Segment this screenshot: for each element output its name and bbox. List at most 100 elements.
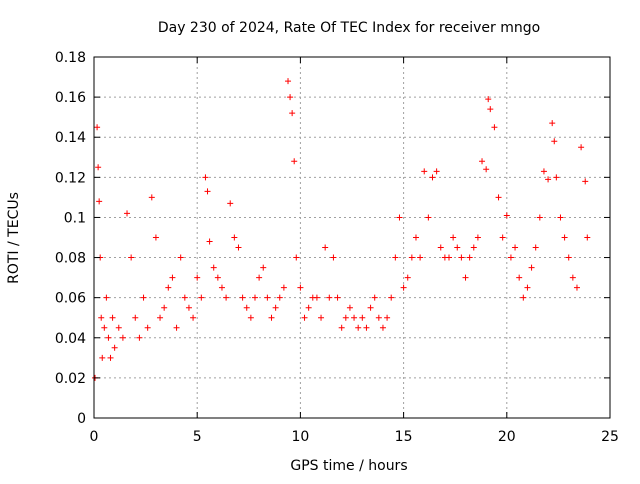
data-point (247, 314, 254, 321)
y-axis-label: ROTI / TECUs (6, 192, 22, 284)
data-point (152, 234, 159, 241)
data-point (243, 304, 250, 311)
data-point (227, 200, 234, 207)
data-point (375, 314, 382, 321)
data-point (458, 254, 465, 261)
data-point (305, 304, 312, 311)
data-point (181, 294, 188, 301)
data-point (520, 294, 527, 301)
data-point (516, 274, 523, 281)
y-tick-label: 0.12 (55, 170, 86, 186)
data-point (466, 254, 473, 261)
data-point (536, 214, 543, 221)
data-point (287, 94, 294, 101)
data-point (446, 254, 453, 261)
data-point (429, 174, 436, 181)
data-point (450, 234, 457, 241)
data-point (355, 324, 362, 331)
data-point (565, 254, 572, 261)
data-point (177, 254, 184, 261)
data-point (313, 294, 320, 301)
data-point (260, 264, 267, 271)
data-point (425, 214, 432, 221)
data-point (359, 314, 366, 321)
data-point (363, 324, 370, 331)
data-point (342, 314, 349, 321)
data-point (289, 110, 296, 117)
data-point (318, 314, 325, 321)
data-point (109, 314, 116, 321)
data-point (326, 294, 333, 301)
data-point (479, 158, 486, 165)
y-tick-label: 0.14 (55, 130, 86, 146)
y-tick-label: 0.06 (55, 291, 86, 307)
data-point (285, 78, 292, 85)
data-point (185, 304, 192, 311)
y-tick-label: 0.04 (55, 331, 86, 347)
data-point (144, 324, 151, 331)
data-point (569, 274, 576, 281)
chart-title: Day 230 of 2024, Rate Of TEC Index for r… (158, 20, 540, 36)
data-point (433, 168, 440, 175)
data-point (330, 254, 337, 261)
data-point (474, 234, 481, 241)
data-point (103, 294, 110, 301)
data-point (367, 304, 374, 311)
data-point (512, 244, 519, 251)
data-point (388, 294, 395, 301)
data-point (297, 284, 304, 291)
data-point (173, 324, 180, 331)
data-point (532, 244, 539, 251)
data-point (169, 274, 176, 281)
y-tick-label: 0.1 (64, 210, 86, 226)
data-point (280, 284, 287, 291)
data-point (210, 264, 217, 271)
data-point (157, 314, 164, 321)
data-point (239, 294, 246, 301)
data-point (264, 294, 271, 301)
data-point (124, 210, 131, 217)
data-point (551, 138, 558, 145)
data-point (105, 334, 112, 341)
data-point (107, 354, 114, 361)
data-point (396, 214, 403, 221)
data-point (338, 324, 345, 331)
data-point (408, 254, 415, 261)
x-tick-label: 15 (395, 429, 413, 445)
data-point (417, 254, 424, 261)
data-point (573, 284, 580, 291)
data-point (499, 234, 506, 241)
x-tick-label: 5 (193, 429, 202, 445)
data-point (115, 324, 122, 331)
data-point (132, 314, 139, 321)
data-point (578, 144, 585, 151)
data-point (346, 304, 353, 311)
data-point (276, 294, 283, 301)
data-point (437, 244, 444, 251)
data-point (111, 344, 118, 351)
y-tick-label: 0.08 (55, 251, 86, 267)
x-tick-label: 20 (498, 429, 516, 445)
data-point (119, 334, 126, 341)
data-point (96, 198, 103, 205)
data-point (251, 294, 258, 301)
data-point (584, 234, 591, 241)
data-point (235, 244, 242, 251)
data-point (293, 254, 300, 261)
data-point (404, 274, 411, 281)
data-point (99, 354, 106, 361)
data-point (190, 314, 197, 321)
grid-lines (94, 57, 610, 418)
data-point (528, 264, 535, 271)
data-point (231, 234, 238, 241)
y-tick-label: 0.18 (55, 50, 86, 66)
data-point (206, 238, 213, 245)
data-point (379, 324, 386, 331)
data-point (136, 334, 143, 341)
data-point (524, 284, 531, 291)
data-point (334, 294, 341, 301)
data-point (218, 284, 225, 291)
data-point (582, 178, 589, 185)
data-point (485, 96, 492, 103)
